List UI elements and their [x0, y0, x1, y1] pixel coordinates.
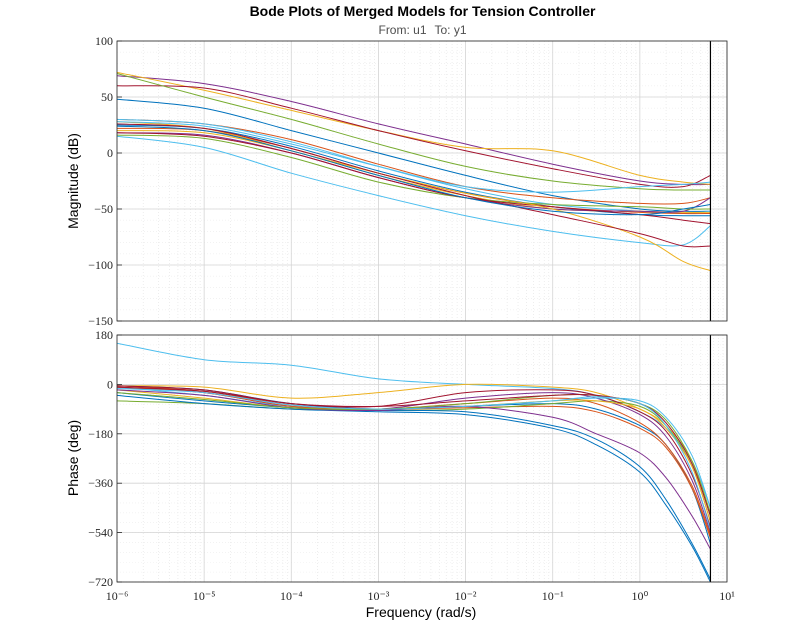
phase-series-line-7	[116, 385, 711, 528]
chart-subtitle: From: u1 To: y1	[0, 23, 805, 37]
xtick-label: 10¹	[719, 589, 735, 603]
magnitude-ytick-label: −50	[94, 202, 113, 216]
phase-series-line-4	[116, 385, 711, 539]
phase-ytick-label: −180	[88, 427, 113, 441]
phase-ytick-label: −360	[88, 476, 113, 490]
phase-ytick-label: −720	[88, 575, 113, 589]
magnitude-ytick-label: 50	[101, 90, 113, 104]
phase-panel: −720 −540 −360 −180 0 180 10⁻⁶ 10⁻⁵ 10⁻⁴ 10⁻³ 10⁻²…	[88, 328, 735, 603]
phase-series-line-16	[116, 388, 711, 531]
magnitude-ytick-label: 100	[95, 34, 113, 48]
phase-series-line-10	[116, 394, 711, 583]
magnitude-series-line-17	[116, 125, 711, 216]
magnitude-series-line-13	[116, 135, 711, 247]
magnitude-plot-area	[117, 41, 727, 321]
magnitude-ylabel: Magnitude (dB)	[65, 133, 81, 229]
chart-title: Bode Plots of Merged Models for Tension …	[249, 3, 596, 19]
xtick-label: 10⁰	[631, 589, 648, 603]
magnitude-panel: −150 −100 −50 0 50 100	[88, 34, 728, 328]
phase-series-line-9	[116, 392, 711, 580]
xtick-label: 10⁻³	[367, 589, 389, 603]
x-axis-label: Frequency (rad/s)	[366, 604, 476, 620]
magnitude-series-line-4	[116, 73, 711, 191]
magnitude-ytick-label: 0	[107, 146, 113, 160]
phase-series	[116, 342, 711, 583]
phase-ylabel: Phase (deg)	[65, 420, 81, 496]
xtick-label: 10⁻⁶	[106, 589, 129, 603]
magnitude-axes-box	[116, 40, 728, 322]
magnitude-series-line-3	[116, 85, 711, 188]
phase-ytick-label: −540	[88, 526, 113, 540]
subtitle-from: From: u1	[378, 23, 427, 37]
magnitude-series-line-8	[116, 124, 711, 217]
magnitude-series-line-18	[116, 121, 711, 193]
magnitude-series	[116, 71, 711, 272]
magnitude-series-line-5	[116, 98, 711, 212]
xtick-label: 10⁻¹	[542, 589, 564, 603]
xtick-label: 10⁻⁴	[280, 589, 303, 603]
phase-series-line-14	[116, 392, 711, 514]
magnitude-series-line-16	[116, 123, 711, 248]
magnitude-series-line-2	[116, 71, 711, 185]
xtick-label: 10⁻⁵	[193, 589, 216, 603]
phase-series-line-13	[116, 389, 711, 550]
phase-ytick-label: 0	[107, 377, 113, 391]
xtick-label: 10⁻²	[455, 589, 477, 603]
phase-series-line-11	[116, 386, 711, 536]
magnitude-series-line-1	[116, 75, 711, 186]
phase-series-line-15	[116, 386, 711, 517]
subtitle-to: To: y1	[434, 23, 467, 37]
phase-ytick-label: 180	[95, 328, 113, 342]
phase-plot-area	[117, 335, 727, 582]
magnitude-ytick-label: −150	[88, 314, 113, 328]
magnitude-ytick-label: −100	[88, 258, 113, 272]
phase-axes-box	[116, 334, 728, 583]
